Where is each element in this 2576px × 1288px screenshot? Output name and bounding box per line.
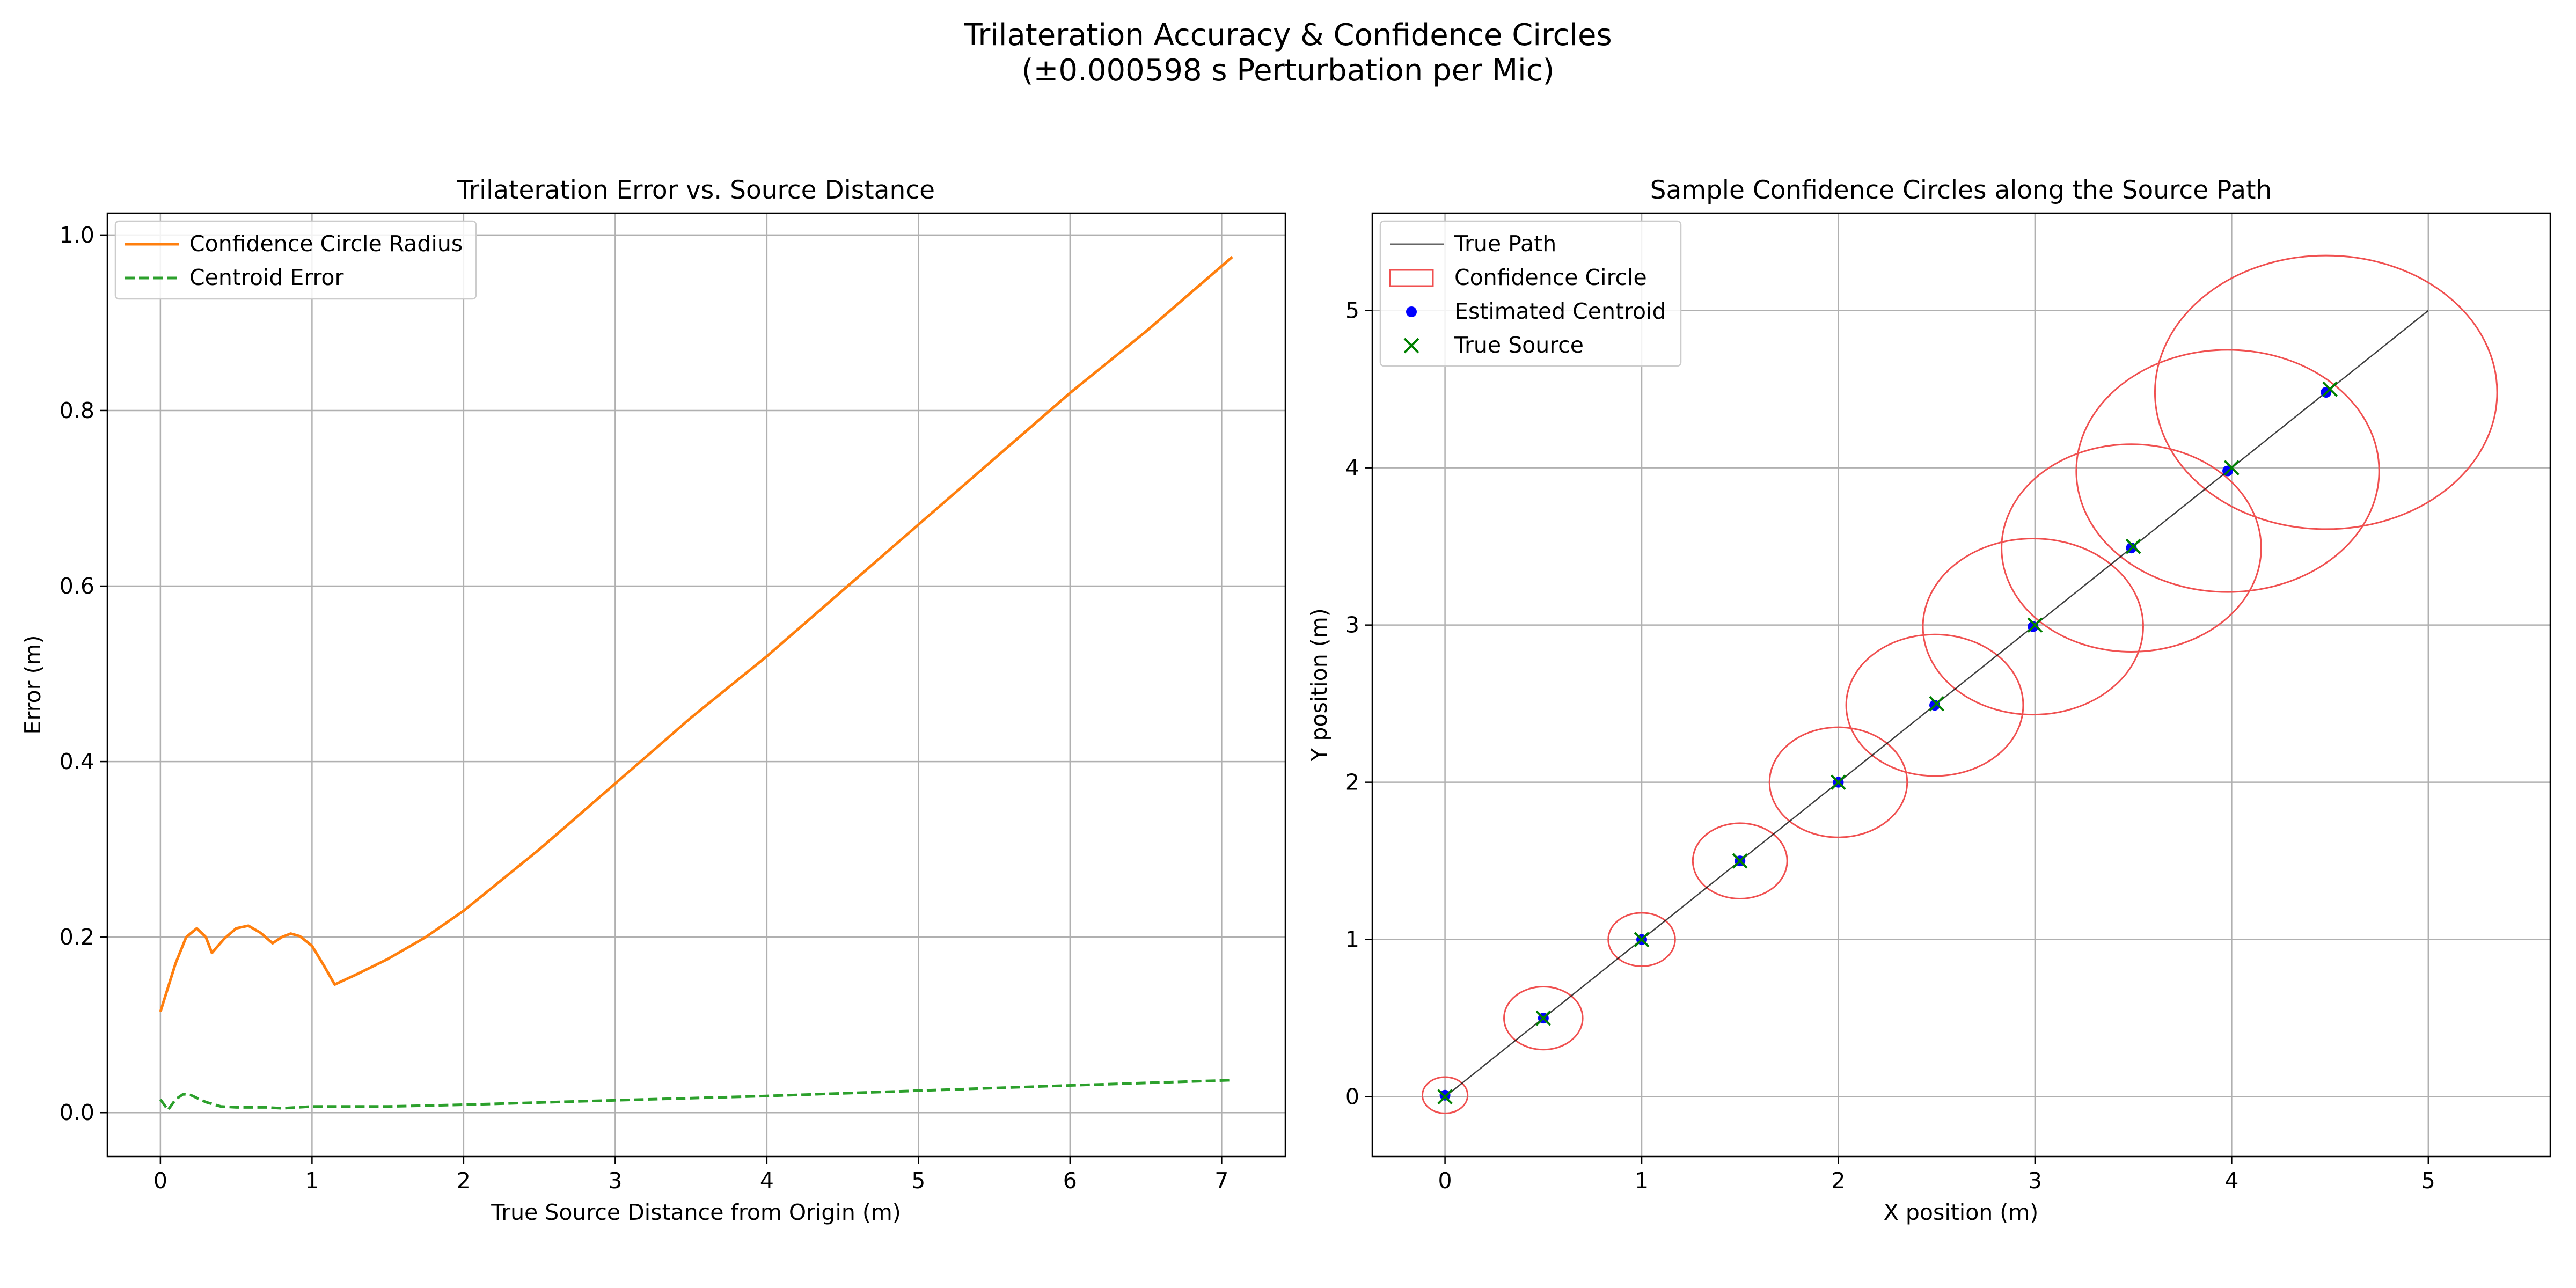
y-tick-label: 1.0 — [60, 222, 94, 248]
left-ticks: 0 1 2 3 4 5 6 7 0.0 0.2 0.4 0.6 0.8 1.0 — [60, 222, 1229, 1194]
confidence-circle — [1845, 633, 2024, 777]
legend-label-confidence-circle: Confidence Circle — [1454, 265, 1647, 290]
true-source-marker — [1831, 774, 1846, 791]
x-tick-label: 3 — [608, 1168, 622, 1194]
left-axes-frame — [106, 212, 1286, 1158]
left-plot-area — [159, 255, 1233, 1111]
x-tick-label: 1 — [1635, 1168, 1649, 1194]
true-source-marker — [1929, 696, 1945, 712]
right-plot-area — [1421, 254, 2498, 1114]
true-source-marker — [1437, 1089, 1453, 1105]
right-chart: Sample Confidence Circles along the Sour… — [1306, 175, 2551, 1225]
y-tick-label: 0 — [1345, 1084, 1359, 1110]
confidence-circle — [2001, 443, 2262, 653]
left-chart-title: Trilateration Error vs. Source Distance — [457, 175, 935, 205]
confidence-circle — [1692, 822, 1788, 899]
x-tick-label: 0 — [1438, 1168, 1452, 1194]
figure-subtitle: (±0.000598 s Perturbation per Mic) — [1022, 53, 1555, 88]
x-tick-label: 7 — [1214, 1168, 1228, 1194]
right-x-axis-label: X position (m) — [1884, 1199, 2038, 1225]
legend-label-true-source: True Source — [1454, 332, 1584, 358]
left-x-axis-label: True Source Distance from Origin (m) — [491, 1199, 901, 1225]
estimated-centroid-marker — [1439, 1089, 1451, 1101]
right-chart-title: Sample Confidence Circles along the Sour… — [1650, 175, 2272, 205]
x-tick-label: 0 — [153, 1168, 167, 1194]
y-tick-label: 5 — [1345, 298, 1359, 324]
legend-label-confidence-radius: Confidence Circle Radius — [189, 231, 463, 257]
x-tick-label: 6 — [1063, 1168, 1077, 1194]
y-tick-label: 1 — [1345, 927, 1359, 953]
true-source-marker — [2223, 460, 2240, 476]
legend-swatch-confidence-circle — [1389, 269, 1434, 287]
legend-label-estimated-centroid: Estimated Centroid — [1454, 298, 1666, 324]
confidence-circle — [1607, 912, 1676, 967]
legend-label-true-path: True Path — [1454, 231, 1556, 257]
x-tick-label: 4 — [2224, 1168, 2238, 1194]
confidence-circle — [1503, 986, 1584, 1051]
confidence-circle — [1768, 726, 1908, 838]
x-tick-label: 4 — [760, 1168, 774, 1194]
y-tick-label: 0.6 — [60, 573, 94, 599]
legend-swatch-true-source — [1403, 338, 1419, 354]
legend-label-centroid-error: Centroid Error — [189, 265, 343, 290]
left-legend: Confidence Circle Radius Centroid Error — [114, 220, 477, 300]
true-source-marker — [1535, 1010, 1552, 1026]
right-legend-box — [1379, 220, 1682, 367]
right-axes-frame — [1371, 212, 2551, 1158]
confidence-circle — [1421, 1076, 1469, 1114]
y-tick-label: 2 — [1345, 770, 1359, 795]
left-grid — [107, 213, 1285, 1157]
left-chart: Trilateration Error vs. Source Distance … — [20, 175, 1286, 1225]
series-line-confidence-radius — [159, 255, 1233, 1012]
x-tick-label: 3 — [2028, 1168, 2042, 1194]
figure-title: Trilateration Accuracy & Confidence Circ… — [963, 18, 1612, 53]
true-source-marker — [2125, 538, 2141, 554]
right-grid — [1372, 213, 2550, 1157]
y-tick-label: 4 — [1345, 455, 1359, 481]
true-source-marker — [2322, 381, 2338, 397]
y-tick-label: 3 — [1345, 612, 1359, 638]
series-line-centroid-error — [159, 1079, 1233, 1111]
right-legend: True Path Confidence Circle Estimated Ce… — [1379, 220, 1682, 367]
y-tick-label: 0.8 — [60, 398, 94, 423]
true-source-marker — [1732, 853, 1748, 869]
left-y-axis-label: Error (m) — [20, 635, 46, 735]
x-tick-label: 2 — [1831, 1168, 1845, 1194]
confidence-circle — [2075, 349, 2380, 593]
true-source-marker — [1634, 932, 1650, 948]
y-tick-label: 0.2 — [60, 924, 94, 950]
confidence-circle — [2154, 254, 2498, 530]
y-tick-label: 0.4 — [60, 749, 94, 774]
left-legend-box — [114, 220, 477, 300]
right-ticks: 0 1 2 3 4 5 0 1 2 3 4 5 — [1345, 298, 2435, 1194]
x-tick-label: 5 — [2421, 1168, 2435, 1194]
x-tick-label: 2 — [457, 1168, 471, 1194]
y-tick-label: 0.0 — [60, 1100, 94, 1125]
true-source-marker — [2027, 617, 2043, 633]
right-y-axis-label: Y position (m) — [1306, 608, 1332, 762]
confidence-circle — [1922, 538, 2144, 716]
x-tick-label: 5 — [911, 1168, 925, 1194]
x-tick-label: 1 — [305, 1168, 319, 1194]
legend-swatch-estimated-centroid — [1406, 306, 1417, 317]
